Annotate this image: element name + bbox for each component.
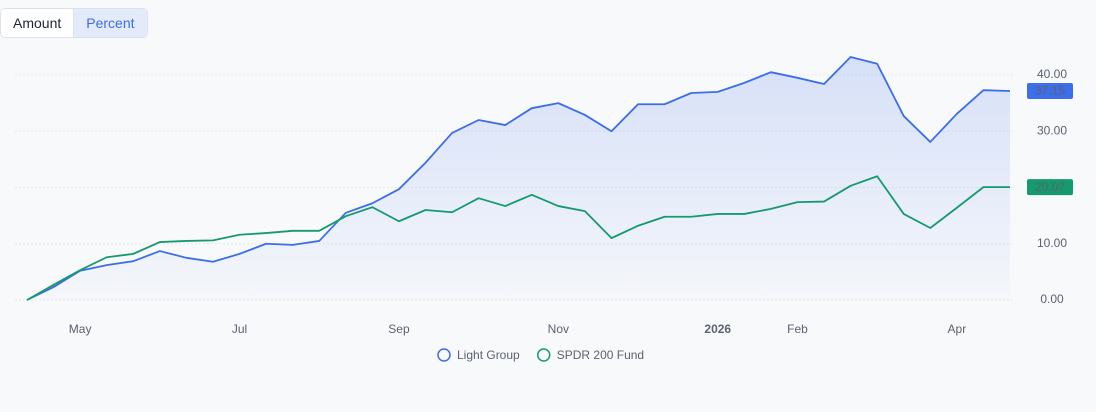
legend-label: SPDR 200 Fund — [557, 348, 644, 362]
toggle-button[interactable]: Percent — [73, 9, 147, 37]
x-tick-label: 2026 — [704, 322, 731, 336]
legend-label: Light Group — [457, 348, 520, 362]
value-tag-label: 37.15 — [1035, 84, 1065, 98]
area — [27, 57, 1010, 300]
x-tick-label: Sep — [388, 322, 410, 336]
x-tick-label: Apr — [948, 322, 967, 336]
legend-marker — [437, 348, 451, 362]
legend-marker — [536, 348, 551, 362]
value-tag — [1027, 179, 1073, 196]
toggle: Amount Percent — [0, 8, 148, 38]
line — [26, 56, 1011, 301]
value-tag-label: 20.07 — [1035, 180, 1065, 194]
x-tick-label: Nov — [548, 322, 569, 336]
line — [26, 175, 1010, 301]
y-tick-label: 0.00 — [1040, 292, 1064, 306]
x-tick-label: Jul — [232, 322, 247, 336]
y-tick-label: 30.00 — [1037, 123, 1067, 137]
y-tick-label: 10.00 — [1037, 236, 1067, 250]
toggle-button[interactable]: Amount — [1, 9, 74, 37]
y-tick-label: 40.00 — [1037, 67, 1067, 81]
x-tick-label: May — [69, 322, 92, 336]
value-tag — [1027, 83, 1073, 100]
x-tick-label: Feb — [787, 322, 808, 336]
